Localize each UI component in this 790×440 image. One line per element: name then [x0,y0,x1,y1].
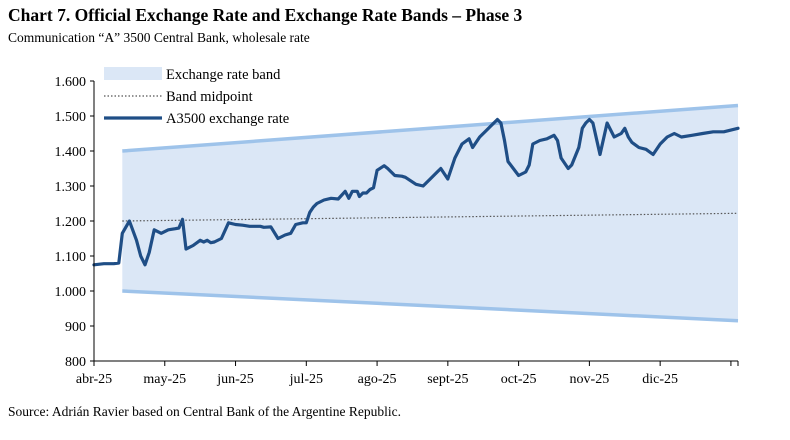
y-tick-label: 1.300 [55,180,87,195]
y-tick-label: 1.600 [55,75,87,90]
band-midpoint-line [122,212,739,222]
y-tick-label: 1.200 [55,215,87,230]
rate-layer [92,117,740,267]
source-note: Source: Adrián Ravier based on Central B… [8,404,402,419]
axis-layer: 800 900 1.000 1.100 1.200 1.300 1.400 1.500 1.60… [55,75,739,387]
a3500-rate-line [92,117,740,267]
legend-rate-label: A3500 exchange rate [166,111,289,127]
band-layer [122,103,739,323]
x-tick-label: ago-25 [358,372,397,387]
legend-band-swatch [104,67,162,80]
x-tick-label: jun-25 [216,372,254,387]
band-area [122,105,739,321]
x-tick-label: sept-25 [427,372,468,387]
y-tick-label: 1.500 [55,110,87,125]
x-tick-label: dic-25 [642,372,678,387]
legend-band-label: Exchange rate band [166,67,281,83]
band-upper-edge [122,103,739,153]
y-tick-label: 1.000 [55,285,87,300]
chart-title: Chart 7. Official Exchange Rate and Exch… [8,5,523,25]
y-tick-label: 1.400 [55,145,87,160]
x-tick-label: nov-25 [570,372,610,387]
x-tick-label: abr-25 [76,372,112,387]
band-lower-edge [122,289,739,323]
x-tick-label: may-25 [143,372,186,387]
y-tick-label: 900 [65,320,86,335]
y-tick-label: 800 [65,355,86,370]
midpoint-layer [122,212,739,222]
legend: Exchange rate band Band midpoint A3500 e… [104,67,289,127]
chart-subtitle: Communication “A” 3500 Central Bank, who… [8,30,310,45]
x-tick-label: jul-25 [289,372,323,387]
x-tick-label: oct-25 [501,372,537,387]
legend-midpoint-label: Band midpoint [166,89,253,105]
y-tick-label: 1.100 [55,250,87,265]
